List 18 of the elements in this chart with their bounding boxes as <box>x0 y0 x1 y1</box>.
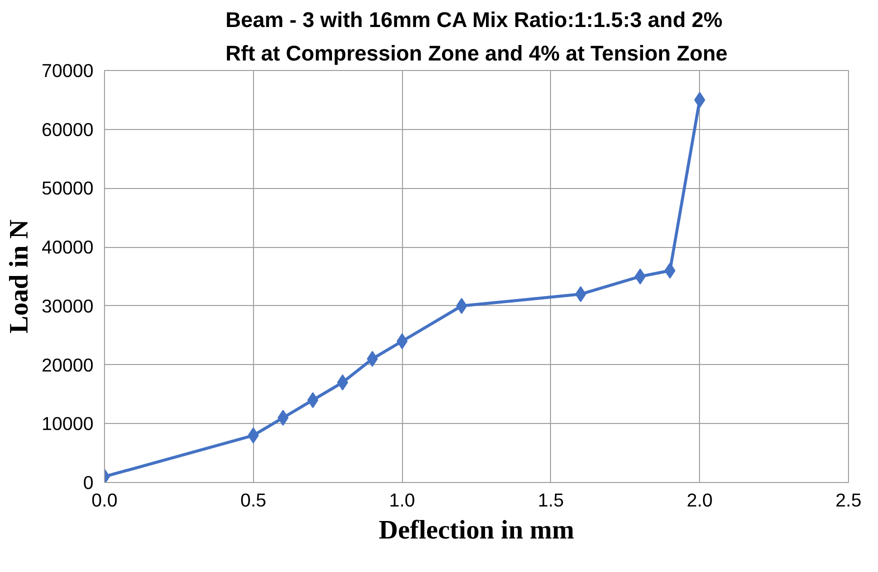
x-tick-label: 2.5 <box>836 490 862 510</box>
chart-title: Beam - 3 with 16mm CA Mix Ratio:1:1.5:3 and 2% Rft at Compression Zone and 4% at Tension Zone <box>225 8 728 66</box>
y-tick-label: 40000 <box>42 236 94 258</box>
y-tick-label: 0 <box>83 472 94 493</box>
y-tick-label: 70000 <box>42 60 94 81</box>
point <box>634 268 646 284</box>
y-tick-label: 50000 <box>42 178 94 199</box>
y-axis-title: Load in N <box>4 219 34 334</box>
y-tick-label: 30000 <box>42 295 94 316</box>
x-tick-label: 0.5 <box>240 490 266 510</box>
x-tick-label: 0.0 <box>92 490 118 510</box>
x-axis-title: Deflection in mm <box>378 514 574 544</box>
y-tick-label: 60000 <box>42 118 94 140</box>
x-tick-label: 1.5 <box>538 490 564 510</box>
x-tick-label: 1.0 <box>389 490 416 510</box>
y-tick-label: 20000 <box>42 354 94 376</box>
x-tick-label: 2.0 <box>686 490 713 510</box>
y-tick-label: 10000 <box>42 413 94 434</box>
